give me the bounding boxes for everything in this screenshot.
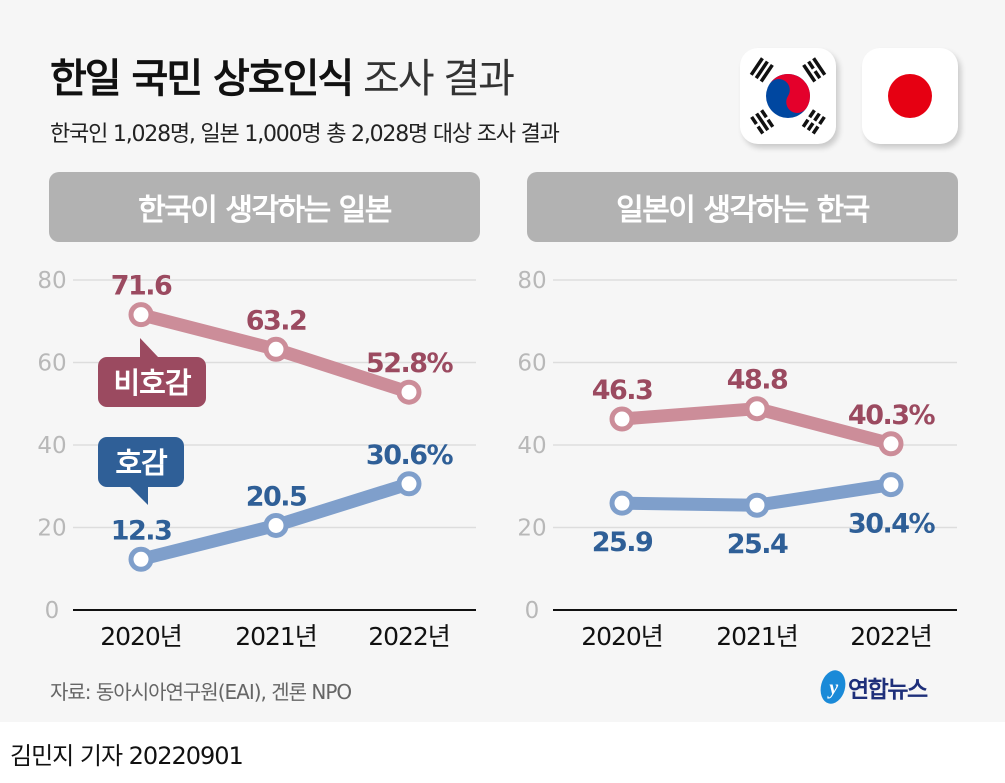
legend-favorable: 호감	[98, 437, 184, 505]
japan-flag-icon	[862, 48, 958, 144]
legend-unfavorable: 비호감	[98, 338, 206, 407]
data-label: 30.4%	[848, 509, 936, 540]
data-label: 46.3	[592, 375, 653, 406]
legend-label: 비호감	[113, 366, 191, 400]
y-tick-label: 40	[37, 433, 66, 459]
x-tick-label: 2022년	[368, 622, 450, 651]
data-point	[128, 546, 154, 572]
y-tick-label: 0	[525, 598, 540, 624]
x-tick-label: 2020년	[100, 622, 182, 651]
data-point	[878, 472, 904, 498]
page-title: 한일 국민 상호인식 조사 결과	[50, 46, 515, 104]
data-label: 30.6%	[366, 440, 454, 471]
x-tick-label: 2022년	[850, 622, 932, 651]
y-tick-label: 0	[45, 598, 60, 624]
data-label: 20.5	[246, 481, 307, 512]
y-tick-label: 20	[37, 516, 66, 542]
yonhap-logo: y 연합뉴스	[818, 668, 928, 706]
data-point	[263, 336, 289, 362]
x-tick-label: 2021년	[716, 622, 798, 651]
data-point	[744, 492, 770, 518]
y-tick-label: 40	[517, 433, 546, 459]
data-point	[396, 471, 422, 497]
chart-title-right: 일본이 생각하는 한국	[527, 172, 958, 242]
x-tick-label: 2021년	[235, 622, 317, 651]
y-tick-label: 60	[517, 351, 546, 377]
x-tick-label: 2020년	[581, 622, 663, 651]
logo-text: 연합뉴스	[848, 677, 928, 703]
data-label: 48.8	[727, 365, 788, 396]
chart-title-left: 한국이 생각하는 일본	[49, 172, 480, 242]
charts: 0 20 40 60 80 2020년 2021년 2022년 71.6 63.2 52.8% 12.…	[37, 268, 957, 651]
byline: 김민지 기자 20220901	[10, 742, 244, 770]
data-label: 52.8%	[366, 348, 454, 379]
y-tick-label: 20	[517, 516, 546, 542]
legend-bubble	[98, 357, 206, 407]
y-tick-label: 80	[37, 268, 66, 294]
data-label: 25.4	[727, 529, 788, 560]
legend-label: 호감	[115, 446, 168, 480]
data-label: 63.2	[246, 305, 307, 336]
data-point	[263, 512, 289, 538]
data-point	[878, 431, 904, 457]
data-label: 71.6	[111, 271, 172, 302]
legend-bubble-pointer	[140, 338, 158, 357]
data-point	[128, 302, 154, 328]
legend-bubble-pointer	[130, 487, 148, 505]
y-tick-label: 60	[37, 351, 66, 377]
y-tick-label: 80	[517, 268, 546, 294]
data-label: 25.9	[592, 527, 653, 558]
title-light: 조사 결과	[362, 56, 515, 102]
legend-bubble	[98, 437, 184, 487]
subtitle: 한국인 1,028명, 일본 1,000명 총 2,028명 대상 조사 결과	[50, 122, 560, 147]
data-label: 12.3	[111, 515, 172, 546]
source-note: 자료: 동아시아연구원(EAI), 겐론 NPO	[50, 680, 352, 704]
data-point	[396, 379, 422, 405]
data-label: 40.3%	[848, 400, 936, 431]
data-point	[609, 406, 635, 432]
yonhap-logo-icon: y	[820, 670, 846, 704]
data-point	[744, 396, 770, 422]
korea-flag-icon	[740, 48, 836, 144]
title-bold: 한일 국민 상호인식	[50, 56, 354, 102]
data-point	[609, 490, 635, 516]
svg-text:y: y	[827, 677, 838, 699]
